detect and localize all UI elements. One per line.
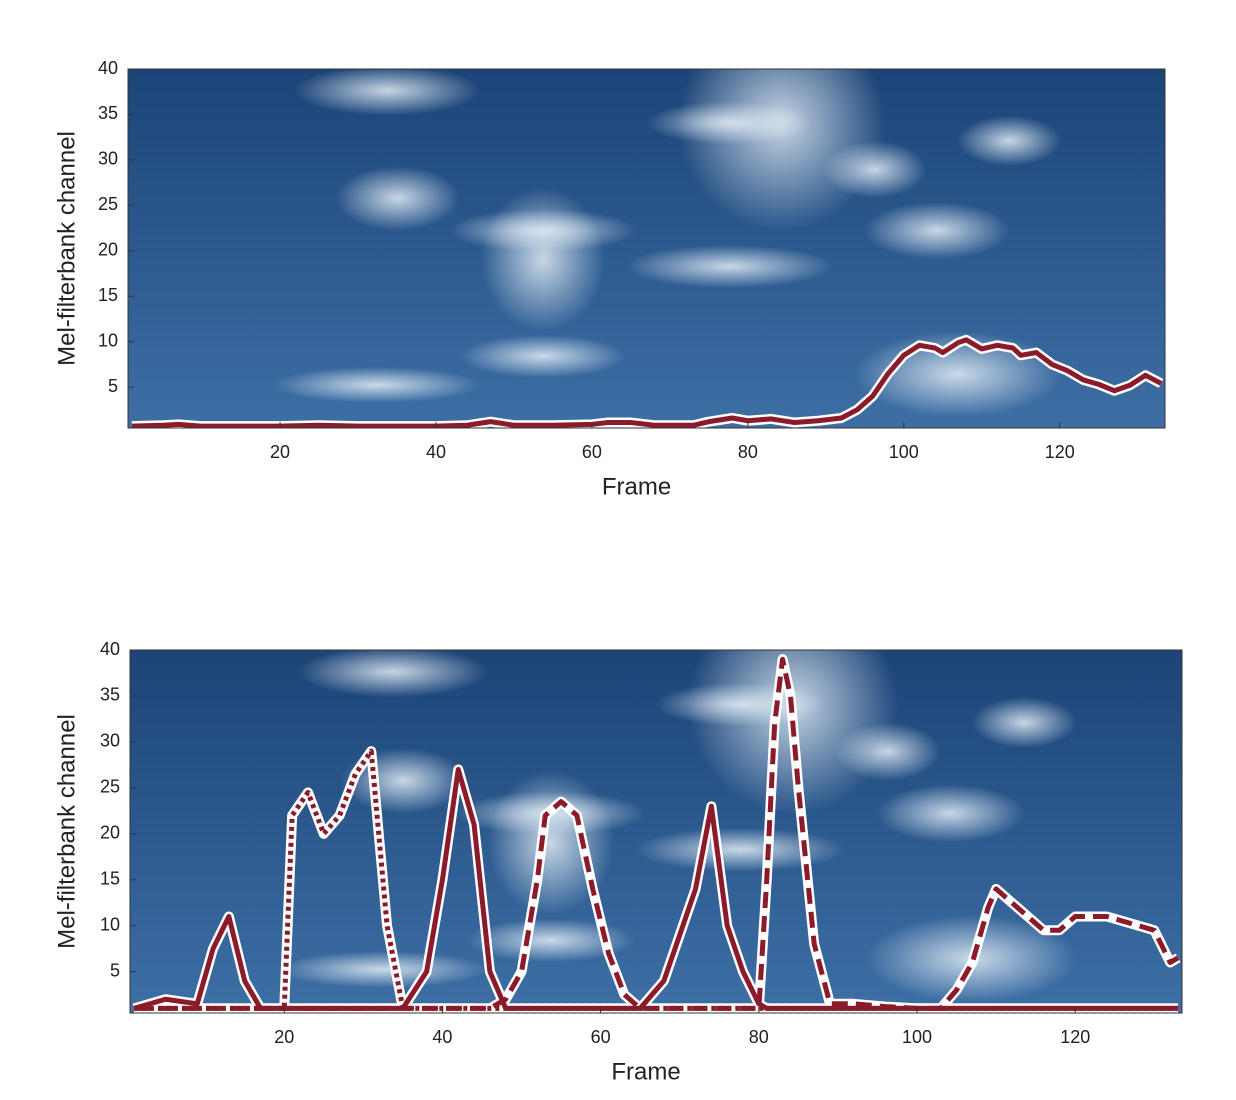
texture <box>957 115 1062 166</box>
y-tick-label: 40 <box>100 639 120 659</box>
texture <box>487 769 614 915</box>
texture <box>277 951 488 988</box>
x-tick-label: 40 <box>426 442 446 462</box>
y-tick-label: 10 <box>100 914 120 934</box>
plot <box>128 69 1165 428</box>
texture <box>480 187 606 332</box>
texture <box>466 918 635 963</box>
x-tick-label: 20 <box>270 442 290 462</box>
x-tick-label: 60 <box>582 442 602 462</box>
texture <box>876 784 1025 843</box>
y-tick-label: 25 <box>100 777 120 797</box>
y-axis-label: Mel-filterbank channel <box>53 131 80 366</box>
x-tick-label: 60 <box>591 1027 611 1047</box>
texture <box>340 748 467 814</box>
y-tick-label: 30 <box>100 731 120 751</box>
x-tick-label: 80 <box>749 1027 769 1047</box>
y-tick-label: 25 <box>98 194 118 214</box>
texture <box>293 69 481 116</box>
texture <box>822 140 927 199</box>
texture <box>459 334 626 378</box>
texture <box>634 827 846 872</box>
y-tick-label: 20 <box>100 823 120 843</box>
line <box>131 337 1163 428</box>
x-tick-label: 120 <box>1060 1027 1090 1047</box>
axes-box <box>127 68 1166 429</box>
y-tick-label: 15 <box>98 285 118 305</box>
x-axis-label: Frame <box>611 1058 680 1085</box>
line <box>133 656 1180 1011</box>
y-tick-label: 5 <box>108 376 118 396</box>
texture <box>335 165 460 231</box>
texture <box>971 697 1077 749</box>
y-tick-label: 10 <box>98 330 118 350</box>
x-tick-label: 40 <box>432 1027 452 1047</box>
y-tick-label: 40 <box>98 58 118 78</box>
axes-box <box>129 649 1183 1014</box>
x-axis-label: Frame <box>602 473 671 500</box>
x-tick-label: 100 <box>889 442 919 462</box>
y-tick-label: 5 <box>110 960 120 980</box>
y-tick-label: 15 <box>100 868 120 888</box>
y-tick-label: 30 <box>98 149 118 169</box>
texture <box>298 650 488 698</box>
x-tick-label: 120 <box>1045 442 1075 462</box>
texture <box>273 366 481 403</box>
y-tick-label: 35 <box>98 103 118 123</box>
x-tick-label: 100 <box>902 1027 932 1047</box>
x-tick-label: 20 <box>274 1027 294 1047</box>
texture <box>625 244 834 288</box>
texture <box>864 201 1010 260</box>
texture <box>677 69 885 231</box>
x-tick-label: 80 <box>738 442 758 462</box>
texture <box>834 722 941 781</box>
y-tick-label: 20 <box>98 240 118 260</box>
y-tick-label: 35 <box>100 685 120 705</box>
plot <box>130 650 1182 1013</box>
y-axis-label: Mel-filterbank channel <box>53 714 80 949</box>
